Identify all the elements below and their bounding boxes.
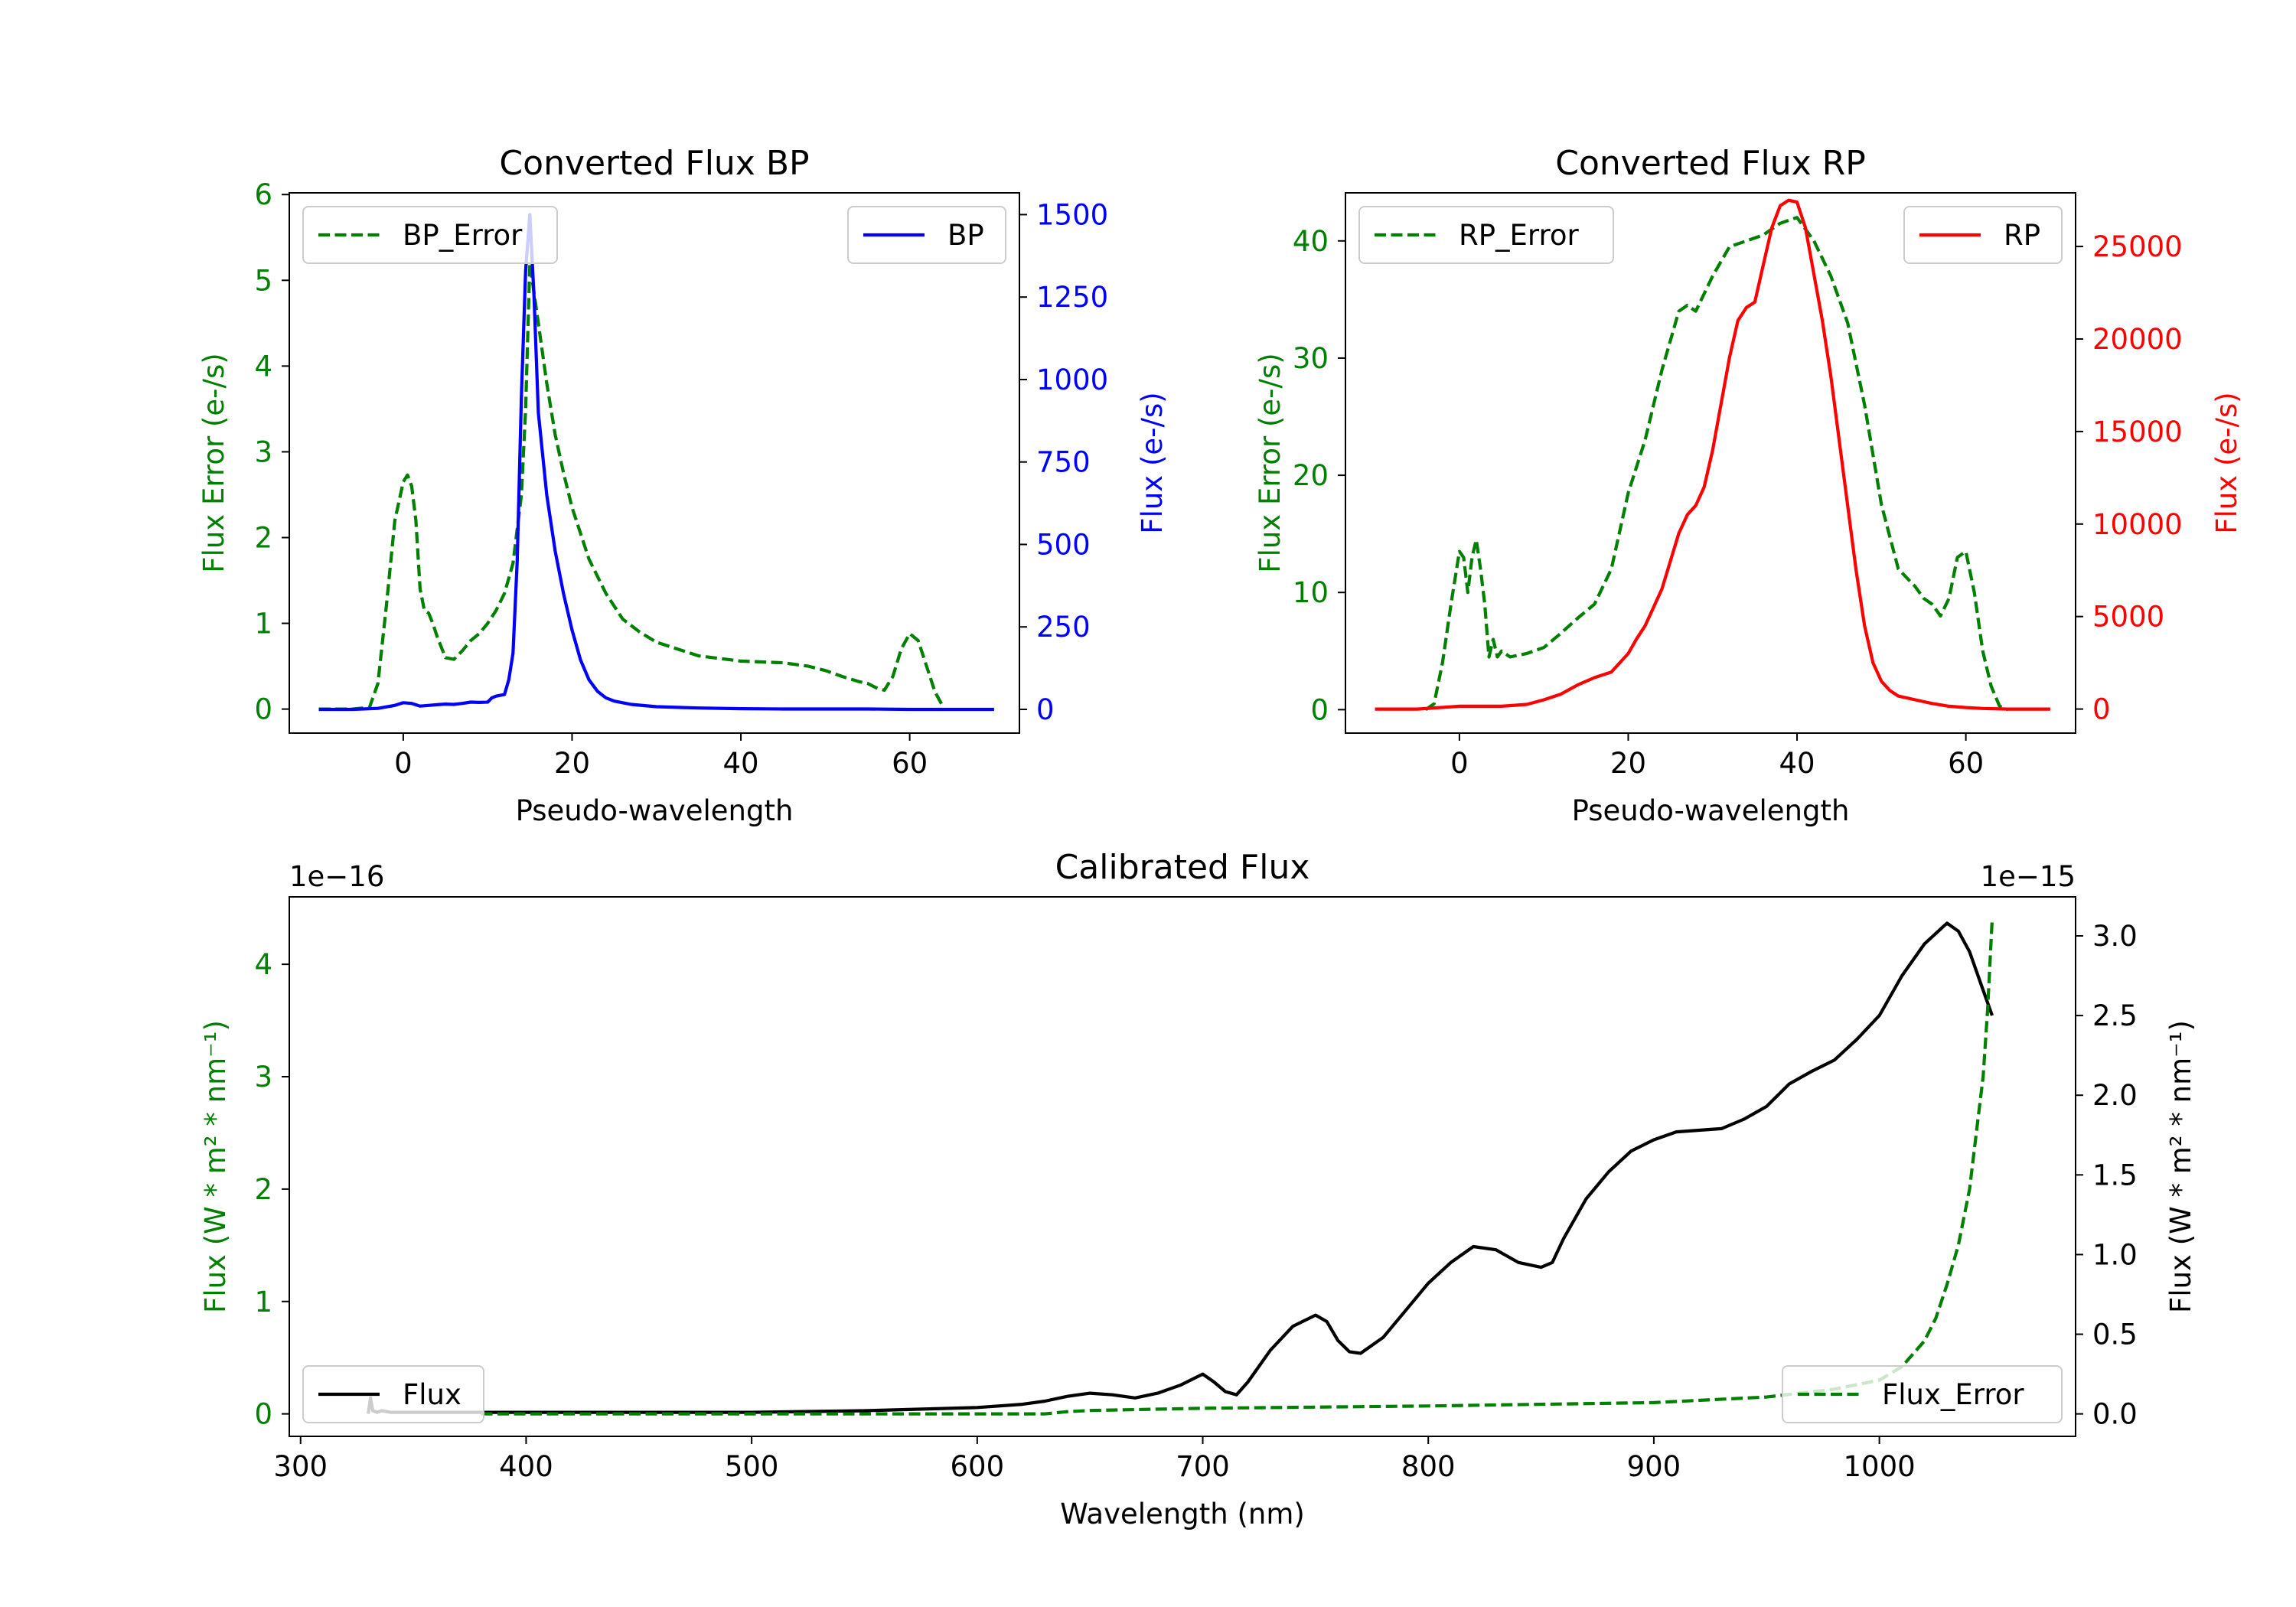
y-right-tick-label: 2.0 <box>2092 1079 2138 1112</box>
x-tick-label: 500 <box>725 1450 779 1483</box>
y-left-tick-label: 0 <box>1310 693 1329 726</box>
y-left-tick-label: 5 <box>254 264 272 297</box>
x-axis-label: Wavelength (nm) <box>1060 1498 1305 1530</box>
legend-box <box>302 206 558 264</box>
x-tick-label: 20 <box>1610 747 1646 780</box>
x-axis-label: Pseudo-wavelength <box>1572 794 1850 827</box>
y-right-tick-label: 250 <box>1036 611 1091 644</box>
chart-title: Converted Flux RP <box>1555 144 1866 183</box>
legend-label: Flux_Error <box>1882 1378 2024 1411</box>
y-left-tick-label: 0 <box>254 1398 272 1431</box>
y-right-tick-label: 25000 <box>2092 230 2183 263</box>
y-left-offset-label: 1e−16 <box>289 860 384 893</box>
x-tick-label: 600 <box>951 1450 1005 1483</box>
legend-left: BP_Error <box>302 206 558 264</box>
legend-left: RP_Error <box>1358 206 1614 264</box>
legend-label: BP_Error <box>403 219 523 252</box>
y-right-tick-label: 0 <box>1036 693 1055 726</box>
y-left-tick-label: 30 <box>1293 342 1329 375</box>
y-right-tick-label: 1500 <box>1036 198 1108 231</box>
x-tick-label: 60 <box>892 747 928 780</box>
y-right-tick-label: 5000 <box>2092 601 2164 634</box>
y-left-tick-label: 20 <box>1293 459 1329 492</box>
y-right-tick-label: 1.5 <box>2092 1159 2138 1191</box>
plot-frame <box>1345 192 2076 734</box>
y-right-axis-label: Flux (W * m² * nm⁻¹) <box>2164 1020 2197 1313</box>
y-right-tick-label: 750 <box>1036 446 1091 479</box>
series-line-bp <box>318 213 994 712</box>
legend-box <box>847 206 1006 264</box>
x-tick-label: 900 <box>1627 1450 1681 1483</box>
legend-label: BP <box>947 219 984 252</box>
y-left-tick-label: 1 <box>254 608 272 641</box>
plot-frame <box>289 896 2076 1437</box>
chart-title: Calibrated Flux <box>1055 848 1310 887</box>
y-right-tick-label: 10000 <box>2092 508 2183 541</box>
legend-box <box>302 1365 484 1423</box>
x-tick-label: 700 <box>1176 1450 1230 1483</box>
y-left-tick-label: 0 <box>254 693 272 726</box>
legend-label: RP_Error <box>1459 219 1579 252</box>
y-left-tick-label: 1 <box>254 1286 272 1319</box>
y-left-axis-label: Flux Error (e-/s) <box>1254 353 1287 572</box>
y-left-tick-label: 2 <box>254 1173 272 1206</box>
y-right-tick-label: 2.5 <box>2092 999 2138 1032</box>
y-left-tick-label: 6 <box>254 178 272 211</box>
y-right-tick-label: 20000 <box>2092 323 2183 356</box>
y-right-tick-label: 1000 <box>1036 363 1108 396</box>
y-right-axis-label: Flux (e-/s) <box>2210 392 2243 533</box>
chart-panel-0: 0 20 40 6001234560250500750100012501500Conv… <box>197 144 1169 827</box>
series-line-rp <box>1375 198 2050 711</box>
legend-box <box>1358 206 1614 264</box>
y-left-tick-label: 2 <box>254 521 272 554</box>
x-tick-label: 60 <box>1948 747 1984 780</box>
y-left-tick-label: 3 <box>254 1061 272 1094</box>
y-right-tick-label: 500 <box>1036 528 1091 561</box>
x-tick-label: 800 <box>1401 1450 1456 1483</box>
legend-right: RP <box>1903 206 2063 264</box>
plot-frame <box>289 192 1020 734</box>
chart-title: Converted Flux BP <box>499 144 809 183</box>
legend-right: BP <box>847 206 1006 264</box>
y-right-tick-label: 3.0 <box>2092 920 2138 953</box>
y-right-axis-label: Flux (e-/s) <box>1136 392 1169 533</box>
y-left-tick-label: 4 <box>254 948 272 981</box>
y-left-tick-label: 40 <box>1293 225 1329 258</box>
chart-panel-2: 300 400 500 600 700 800 900 1000 0 1 2 3 4 0.0 0.5 1.0 1… <box>199 848 2197 1530</box>
y-right-tick-label: 0 <box>2092 693 2111 726</box>
legend-label: Flux <box>403 1378 461 1411</box>
x-tick-label: 40 <box>722 747 758 780</box>
y-right-offset-label: 1e−15 <box>1981 860 2076 893</box>
y-right-tick-label: 15000 <box>2092 416 2183 448</box>
y-right-tick-label: 0.0 <box>2092 1398 2138 1431</box>
series-line-rp-error <box>1424 216 2009 712</box>
x-tick-label: 40 <box>1779 747 1815 780</box>
x-tick-label: 0 <box>1450 747 1469 780</box>
legend-left: Flux <box>302 1365 484 1423</box>
x-tick-label: 20 <box>554 747 590 780</box>
legend-label: RP <box>2004 219 2040 252</box>
y-left-tick-label: 3 <box>254 435 272 468</box>
y-left-axis-label: Flux (W * m² * nm⁻¹) <box>199 1020 232 1313</box>
y-right-tick-label: 0.5 <box>2092 1319 2138 1351</box>
y-left-axis-label: Flux Error (e-/s) <box>197 353 230 572</box>
legend-box <box>1903 206 2063 264</box>
x-tick-label: 0 <box>394 747 413 780</box>
y-right-tick-label: 1.0 <box>2092 1238 2138 1271</box>
legend-right: Flux_Error <box>1782 1365 2063 1423</box>
y-left-tick-label: 10 <box>1293 576 1329 609</box>
x-tick-label: 400 <box>499 1450 553 1483</box>
y-left-tick-label: 4 <box>254 350 272 383</box>
chart-panel-1: 0 20 40 60 0 10 20 30 40 0 5000 10000 15000 20000 2500… <box>1254 144 2243 827</box>
legend-box <box>1782 1365 2063 1423</box>
x-tick-label: 1000 <box>1844 1450 1916 1483</box>
y-right-tick-label: 1250 <box>1036 281 1108 314</box>
x-axis-label: Pseudo-wavelength <box>516 794 794 827</box>
x-tick-label: 300 <box>273 1450 328 1483</box>
